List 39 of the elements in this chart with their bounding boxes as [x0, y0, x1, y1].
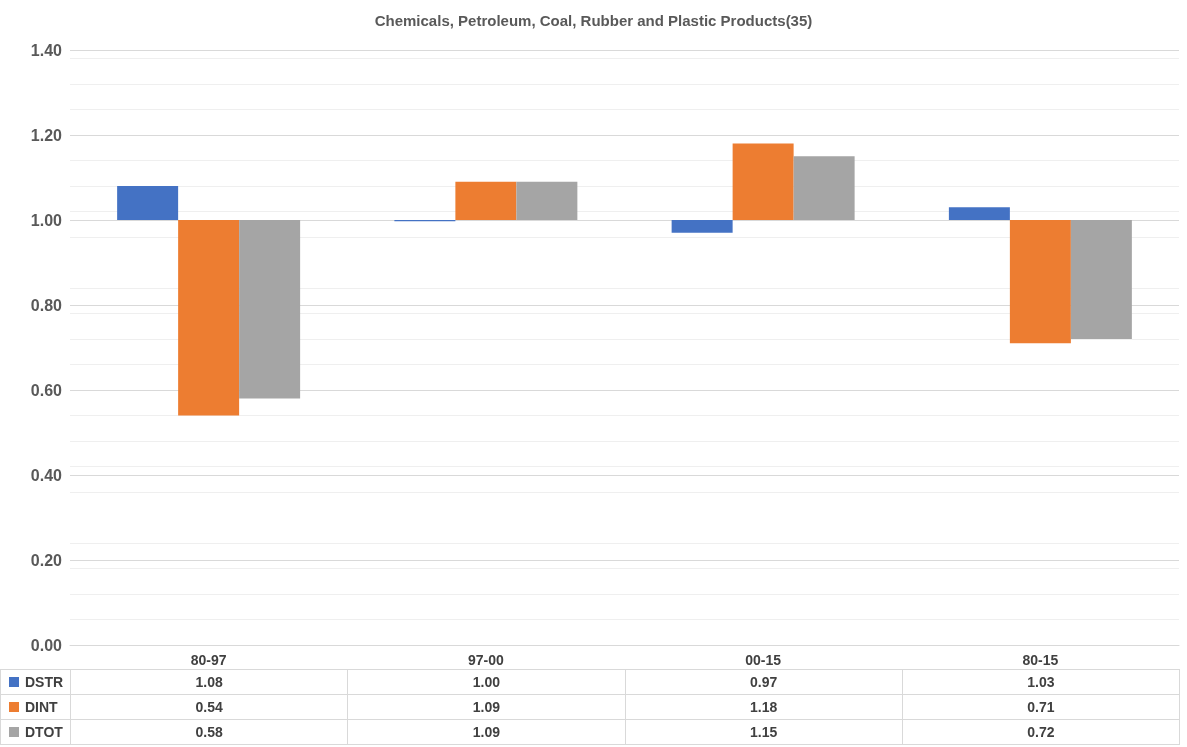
- x-tick-label: 80-97: [190, 652, 227, 668]
- y-tick-label: 1.40: [30, 41, 63, 59]
- data-label: 1.09: [347, 694, 625, 720]
- x-tick-label: 97-00: [467, 652, 504, 668]
- data-label: 0.58: [70, 719, 348, 745]
- data-label: 1.15: [625, 719, 903, 745]
- bar: [455, 181, 517, 220]
- data-label: 1.03: [902, 669, 1180, 695]
- bar: [239, 220, 301, 399]
- data-label: 0.97: [625, 669, 903, 695]
- legend-label: DSTR: [25, 674, 64, 690]
- data-label: 1.00: [347, 669, 625, 695]
- y-tick-label: 0.20: [30, 551, 63, 569]
- data-label: 1.08: [70, 669, 348, 695]
- data-label: 1.18: [625, 694, 903, 720]
- bar: [1009, 220, 1071, 344]
- bar: [671, 220, 733, 233]
- bar: [178, 220, 240, 416]
- legend-label: DINT: [25, 699, 58, 715]
- y-tick-label: 0.40: [30, 466, 63, 484]
- data-label: 0.71: [902, 694, 1180, 720]
- y-tick-label: 0.80: [30, 296, 63, 314]
- x-tick-label: 00-15: [745, 652, 782, 668]
- y-tick-label: 0.60: [30, 381, 63, 399]
- y-tick-label: 1.20: [30, 126, 63, 144]
- y-tick-label: 0.00: [30, 636, 63, 654]
- y-tick-label: 1.00: [30, 211, 63, 229]
- data-label: 0.54: [70, 694, 348, 720]
- bar: [117, 186, 179, 220]
- bar: [732, 143, 794, 220]
- bar: [516, 181, 578, 220]
- bar: [793, 156, 855, 220]
- x-tick-label: 80-15: [1022, 652, 1059, 668]
- bar: [948, 207, 1010, 220]
- bar: [1070, 220, 1132, 339]
- data-label: 1.09: [347, 719, 625, 745]
- data-label: 0.72: [902, 719, 1180, 745]
- legend-label: DTOT: [25, 724, 63, 740]
- chart-title: Chemicals, Petroleum, Coal, Rubber and Plastic Products(35): [374, 12, 813, 29]
